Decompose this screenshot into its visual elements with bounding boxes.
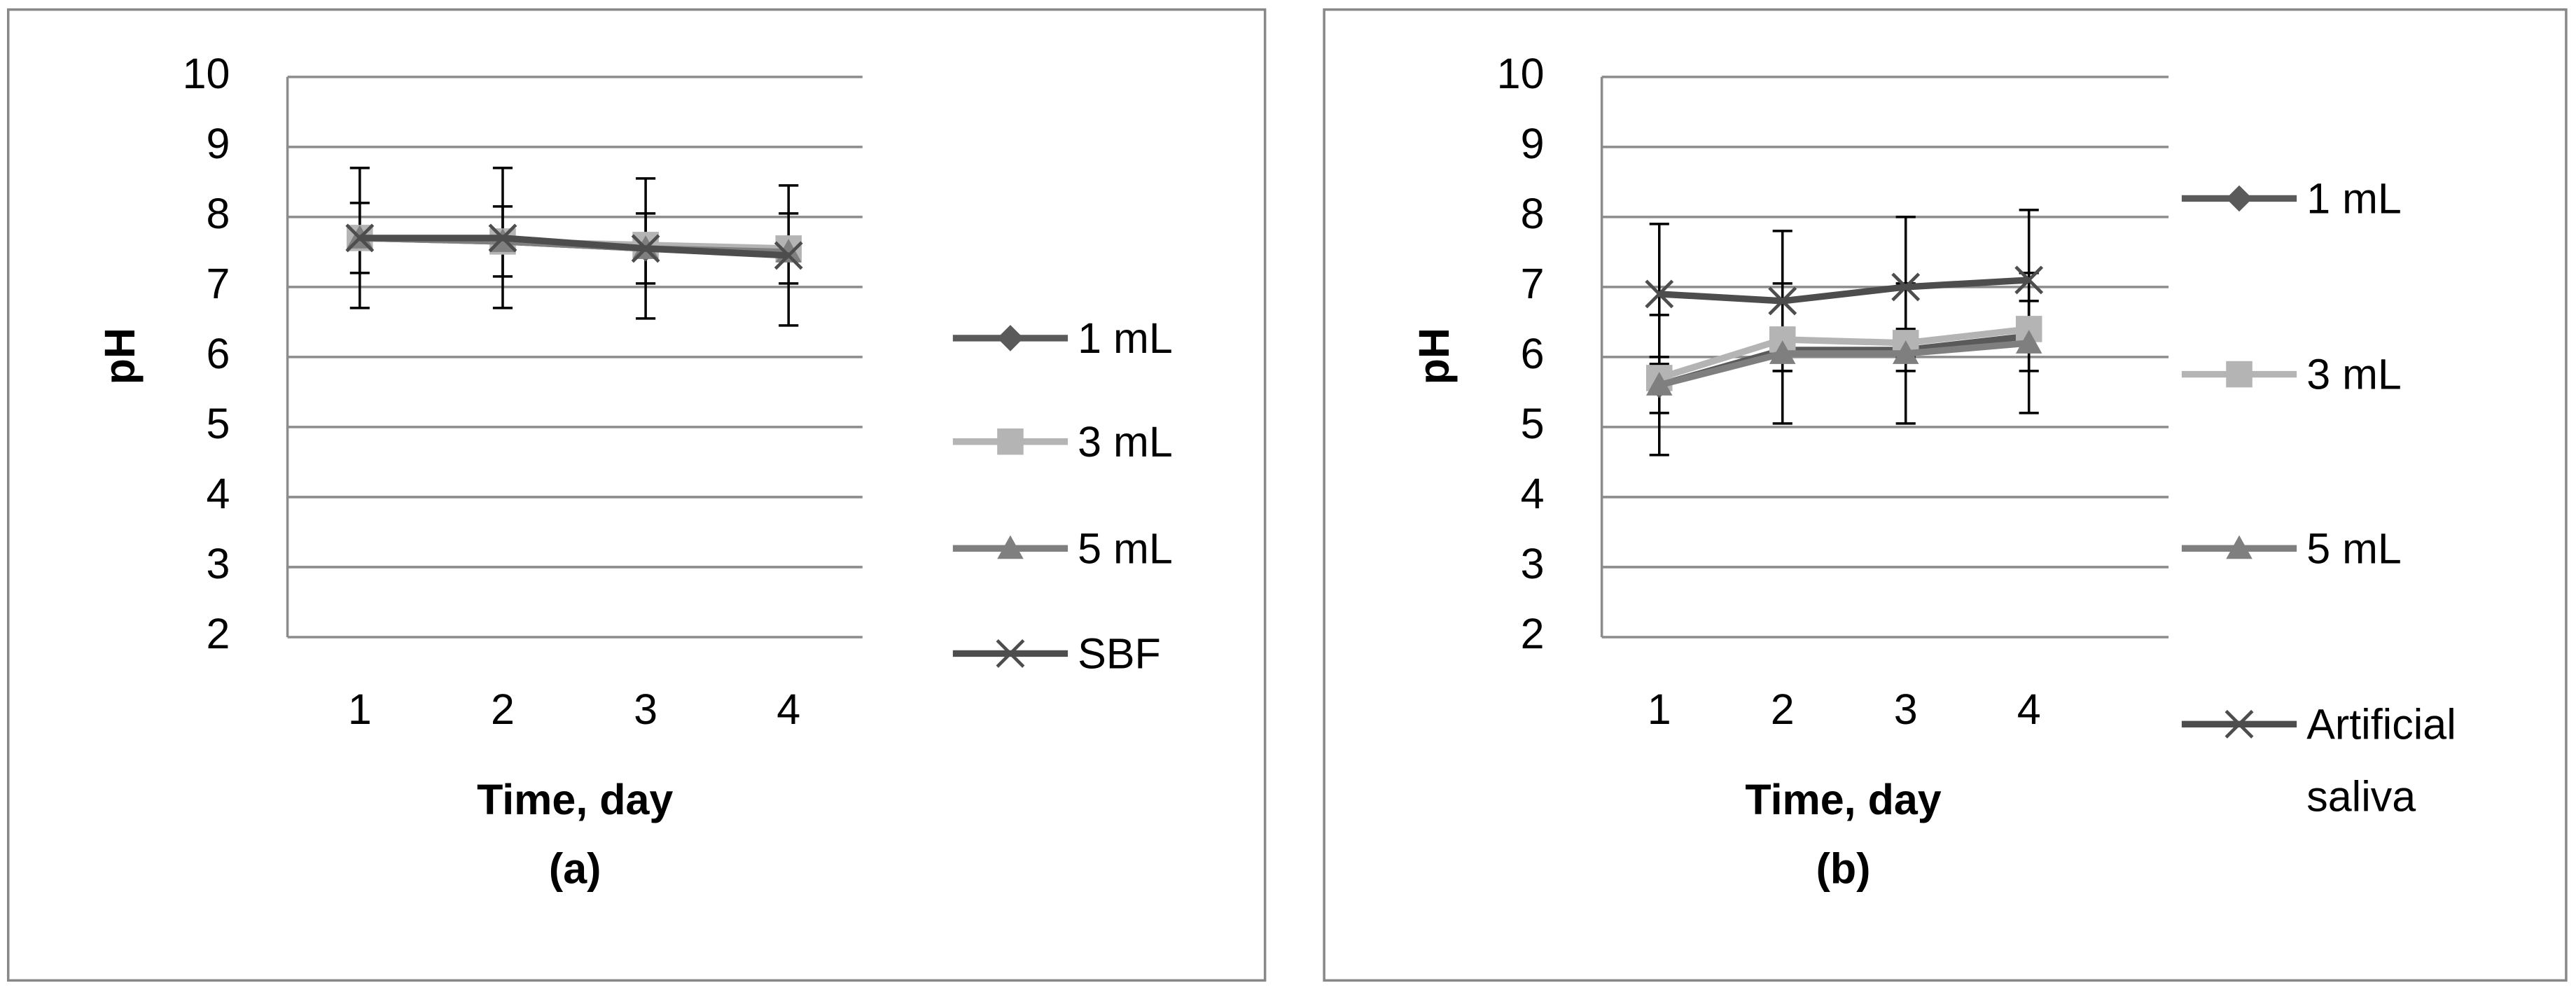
legend-label: 3 mL <box>2306 349 2402 399</box>
y-tick-label: 5 <box>1521 400 1545 447</box>
series-line <box>1659 277 2029 305</box>
legend-label: 1 mL <box>2306 174 2402 223</box>
marker <box>1892 340 1919 364</box>
x-tick-label: 3 <box>634 685 657 733</box>
legend-item: 1 mL <box>2306 174 2402 223</box>
legend-label: 3 mL <box>1078 417 1173 466</box>
y-axis-label: pH <box>96 328 144 384</box>
y-tick-label: 9 <box>207 120 230 167</box>
marker <box>774 241 803 270</box>
y-tick-label: 10 <box>183 50 230 97</box>
panel-border <box>6 8 1267 982</box>
marker <box>488 223 517 253</box>
y-tick-label: 5 <box>207 400 230 447</box>
caption: (b) <box>1816 845 1871 893</box>
legend-item: 3 mL <box>2306 349 2402 399</box>
panel-border <box>1323 8 2568 982</box>
legend-marker <box>997 428 1024 455</box>
chart-panel: 2 3 4 5 6 7 8 9 10 1 2 3 4 Time, day (b) pH 1 mL 3 mL 5 mL… <box>1323 8 2568 982</box>
marker <box>631 234 660 263</box>
marker <box>1769 340 1796 364</box>
y-tick-label: 3 <box>1521 540 1545 587</box>
legend-item: 1 mL <box>1078 313 1173 363</box>
legend-label: 1 mL <box>1078 313 1173 363</box>
legend-item: 5 mL <box>1078 524 1173 573</box>
x-tick-label: 1 <box>1648 685 1671 733</box>
series-line <box>359 235 789 259</box>
series-line <box>1658 326 2030 382</box>
x-tick-label: 2 <box>491 685 515 733</box>
x-tick-label: 4 <box>2017 685 2041 733</box>
y-tick-label: 4 <box>207 470 230 517</box>
x-tick-label: 2 <box>1771 685 1795 733</box>
y-tick-label: 8 <box>1521 190 1545 237</box>
legend-marker <box>2225 709 2254 739</box>
legend-label: SBF <box>1078 629 1161 678</box>
legend-item: 3 mL <box>1078 417 1173 466</box>
x-tick-label: 3 <box>1894 685 1918 733</box>
x-axis-label: Time, day <box>1745 776 1941 823</box>
legend-item: Artificial saliva <box>2306 699 2456 821</box>
marker <box>1645 279 1674 309</box>
y-tick-label: 3 <box>207 540 230 587</box>
y-tick-label: 4 <box>1521 470 1545 517</box>
y-axis-label: pH <box>1410 328 1458 384</box>
legend-item: SBF <box>1078 629 1161 678</box>
chart-panel: 2 3 4 5 6 7 8 9 10 1 2 3 4 Time, day (a) pH 1 mL 3 mL 5 mL… <box>6 8 1267 982</box>
y-tick-label: 2 <box>1521 610 1545 657</box>
marker <box>1645 372 1673 396</box>
marker <box>1768 286 1797 316</box>
legend-label: 5 mL <box>2306 524 2402 573</box>
legend-item: 5 mL <box>2306 524 2402 573</box>
legend-marker <box>996 639 1025 668</box>
legend-marker <box>2226 535 2253 559</box>
x-tick-label: 4 <box>777 685 800 733</box>
x-axis-label: Time, day <box>477 776 673 823</box>
y-tick-label: 6 <box>207 330 230 377</box>
y-tick-label: 9 <box>1521 120 1545 167</box>
legend-marker <box>2226 361 2253 388</box>
caption: (a) <box>549 845 601 893</box>
legend-marker <box>997 535 1024 559</box>
x-tick-label: 1 <box>348 685 372 733</box>
marker <box>1891 272 1921 302</box>
y-tick-label: 6 <box>1521 330 1545 377</box>
y-tick-label: 2 <box>207 610 230 657</box>
legend-label: 5 mL <box>1078 524 1173 573</box>
y-tick-label: 10 <box>1497 50 1545 97</box>
legend-label: Artificial saliva <box>2306 699 2456 821</box>
marker <box>2014 265 2044 295</box>
y-tick-label: 7 <box>1521 260 1545 307</box>
y-tick-label: 8 <box>207 190 230 237</box>
y-tick-label: 7 <box>207 260 230 307</box>
marker <box>345 223 375 253</box>
series-line <box>1658 340 2030 389</box>
marker <box>2015 330 2042 354</box>
